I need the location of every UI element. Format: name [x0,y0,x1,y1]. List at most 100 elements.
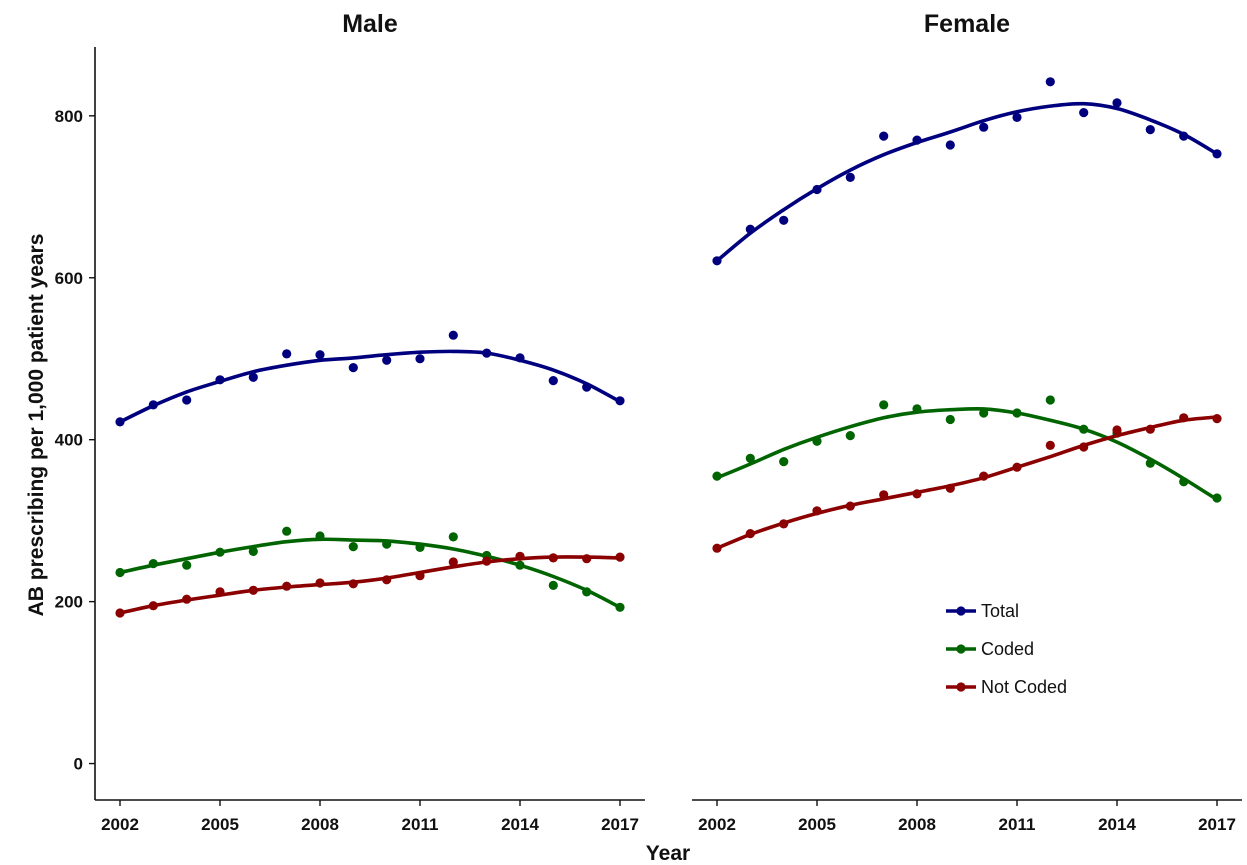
data-point-total [1212,149,1222,159]
data-point-total [779,215,789,225]
legend-entry-not-coded: Not Coded [946,677,1067,697]
data-point-total [812,184,822,195]
x-tick-label: 2008 [898,815,936,834]
data-point-total [315,350,325,360]
data-point-coded [115,567,125,578]
data-point-coded [282,526,292,536]
data-point-not-coded [812,506,822,516]
x-tick-label: 2011 [402,815,439,834]
data-point-not-coded [1145,424,1155,434]
data-point-total [979,122,989,132]
data-point-total [1179,131,1189,141]
trend-line-not-coded [715,415,1219,550]
data-point-coded [845,431,855,441]
data-point-coded [1212,493,1222,503]
data-point-not-coded [315,578,325,588]
trend-line-coded [118,537,622,610]
data-point-not-coded [979,471,989,481]
data-point-not-coded [879,490,889,500]
data-point-total [282,349,292,359]
data-point-not-coded [448,557,458,567]
data-point-not-coded [712,543,722,553]
data-point-total [482,348,492,358]
data-point-not-coded [515,551,525,561]
data-point-coded [515,560,525,570]
data-point-total [548,376,558,386]
x-tick-label: 2011 [999,815,1036,834]
data-point-total [448,330,458,340]
data-point-coded [448,532,458,542]
x-tick-label: 2014 [501,815,539,834]
data-point-total [348,363,358,373]
data-point-coded [779,457,789,467]
series-total [712,77,1222,266]
data-point-not-coded [1045,440,1055,450]
data-point-not-coded [615,552,625,562]
legend-label: Total [981,601,1019,621]
legend-marker [956,644,966,654]
data-point-total [148,400,158,410]
data-point-coded [1179,477,1189,487]
trend-line-total [715,101,1219,263]
data-point-total [382,355,392,365]
trend-line-total [118,349,622,424]
x-tick-label: 2014 [1098,815,1136,834]
data-point-coded [812,436,822,446]
data-point-coded [745,453,755,463]
y-tick-label: 400 [55,431,83,450]
data-point-total [879,131,889,141]
legend-marker [956,606,966,616]
data-point-coded [979,408,989,418]
y-tick-label: 800 [55,107,83,126]
data-point-coded [382,539,392,549]
data-point-not-coded [845,501,855,511]
data-point-not-coded [382,575,392,585]
data-point-coded [548,580,558,591]
data-point-not-coded [415,571,425,581]
series-not-coded [712,413,1222,553]
legend-entry-total: Total [946,601,1019,621]
x-tick-label: 2005 [201,815,239,834]
data-point-not-coded [348,579,358,589]
data-point-total [615,396,625,406]
data-point-not-coded [945,483,955,493]
data-point-total [712,256,722,266]
data-point-coded [248,546,258,557]
y-axis-title: AB prescribing per 1,000 patient years [25,234,48,617]
panel-female: Female 2002 2005 2008 2011 2014 2017 [692,10,1242,834]
data-point-coded [1145,458,1155,468]
panels-layer: Male 0 200 400 600 800 2002 2005 2008 2011 2014 201… [55,10,1242,834]
panel-title: Male [342,10,398,38]
data-point-total [1145,125,1155,135]
data-point-total [515,353,525,363]
data-point-coded [945,414,955,425]
data-point-total [215,375,225,385]
x-tick-label: 2017 [601,815,639,834]
x-tick-label: 2002 [101,815,139,834]
data-point-total [945,140,955,150]
x-tick-label: 2005 [798,815,836,834]
series-coded [712,395,1222,503]
x-tick-label: 2008 [301,815,339,834]
data-point-total [248,372,258,382]
data-point-coded [215,547,225,557]
data-point-coded [1012,408,1022,418]
data-point-total [745,224,755,234]
data-point-not-coded [148,601,158,611]
data-point-not-coded [182,594,192,604]
data-point-total [182,395,192,405]
data-point-total [1079,108,1089,118]
data-point-not-coded [282,581,292,591]
data-point-total [582,382,592,392]
data-point-coded [315,531,325,541]
legend-entry-coded: Coded [946,639,1034,659]
legend-marker [956,682,966,692]
data-point-not-coded [1112,425,1122,435]
data-point-not-coded [912,489,922,499]
data-point-not-coded [1012,462,1022,472]
data-point-coded [182,560,192,570]
series-coded [115,526,625,612]
data-point-total [1045,77,1055,87]
data-point-total [845,172,855,182]
